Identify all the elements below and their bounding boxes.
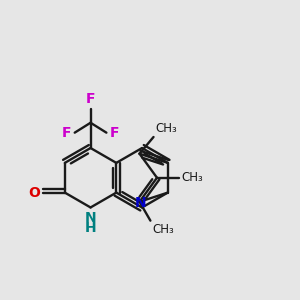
Text: F: F [86,92,95,106]
Text: H: H [85,221,96,235]
Text: O: O [28,186,40,200]
Text: F: F [62,126,72,140]
Text: CH₃: CH₃ [155,122,177,135]
Text: N: N [135,196,146,210]
Text: F: F [110,126,119,140]
Text: CH₃: CH₃ [152,223,174,236]
Text: N: N [85,212,96,225]
Text: CH₃: CH₃ [182,171,203,184]
